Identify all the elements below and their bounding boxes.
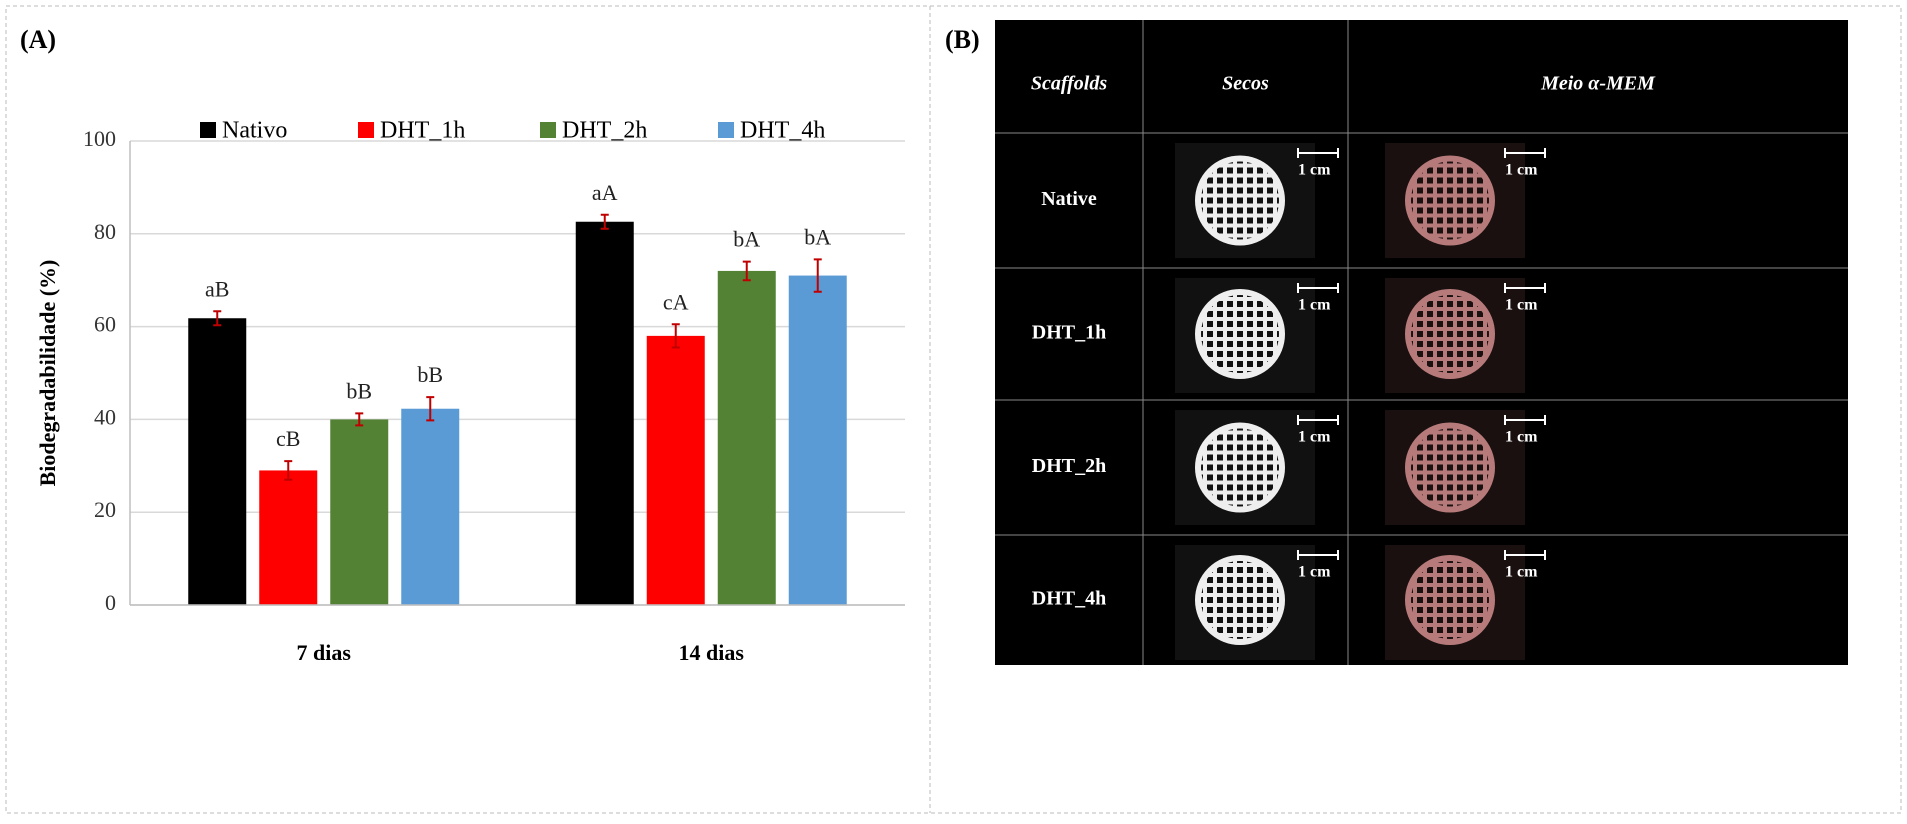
y-axis-label: Biodegradabilidade (%) xyxy=(35,260,60,487)
scale-bar-label: 1 cm xyxy=(1505,429,1538,446)
bar-annotation: bA xyxy=(733,227,760,252)
bar xyxy=(576,222,634,605)
y-tick-label: 40 xyxy=(94,404,116,429)
panel-label: (A) xyxy=(20,25,56,54)
panel-label: (B) xyxy=(945,25,980,54)
bar-annotation: bB xyxy=(417,362,443,387)
legend-swatch xyxy=(200,122,216,138)
y-tick-label: 80 xyxy=(94,219,116,244)
row-header: DHT_2h xyxy=(1032,455,1106,477)
bar-annotation: cB xyxy=(276,426,300,451)
bar-annotation: bB xyxy=(346,378,372,403)
legend-label: Nativo xyxy=(222,118,287,144)
row-header: DHT_1h xyxy=(1032,322,1106,344)
page: {"chart_data": {"type": "bar", "panel_la… xyxy=(0,0,1907,824)
scale-bar-label: 1 cm xyxy=(1505,297,1538,314)
bar xyxy=(718,271,776,605)
bar-annotation: bA xyxy=(804,224,831,249)
scale-bar-label: 1 cm xyxy=(1298,162,1331,179)
legend-swatch xyxy=(540,122,556,138)
column-header: Meio α-MEM xyxy=(1540,73,1656,95)
legend-label: DHT_2h xyxy=(562,118,647,144)
scale-bar-label: 1 cm xyxy=(1505,162,1538,179)
scale-bar-label: 1 cm xyxy=(1298,297,1331,314)
legend-label: DHT_1h xyxy=(380,118,465,144)
legend-label: DHT_4h xyxy=(740,118,825,144)
column-header: Secos xyxy=(1222,73,1269,95)
scale-bar-label: 1 cm xyxy=(1505,564,1538,581)
row-header: DHT_4h xyxy=(1032,588,1106,610)
scale-bar-label: 1 cm xyxy=(1298,564,1331,581)
legend-swatch xyxy=(358,122,374,138)
figure: (A) Biodegradabilidade (%) (B) 0 20 40 60 80… xyxy=(0,0,1907,819)
bar xyxy=(647,336,705,605)
legend-swatch xyxy=(718,122,734,138)
y-tick-label: 100 xyxy=(83,126,116,151)
bar xyxy=(330,419,388,605)
y-tick-label: 0 xyxy=(105,590,116,615)
bar-annotation: aB xyxy=(205,276,229,301)
x-tick-label: 14 dias xyxy=(679,640,745,665)
y-tick-label: 60 xyxy=(94,312,116,337)
bar xyxy=(401,409,459,605)
scale-bar-label: 1 cm xyxy=(1298,429,1331,446)
bar xyxy=(789,276,847,605)
row-header: Native xyxy=(1041,188,1097,210)
column-header: Scaffolds xyxy=(1031,73,1108,95)
bar-annotation: cA xyxy=(663,289,689,314)
y-tick-label: 20 xyxy=(94,497,116,522)
bar-annotation: aA xyxy=(592,180,618,205)
x-tick-label: 7 dias xyxy=(297,640,352,665)
bar xyxy=(259,470,317,605)
bar xyxy=(188,318,246,605)
